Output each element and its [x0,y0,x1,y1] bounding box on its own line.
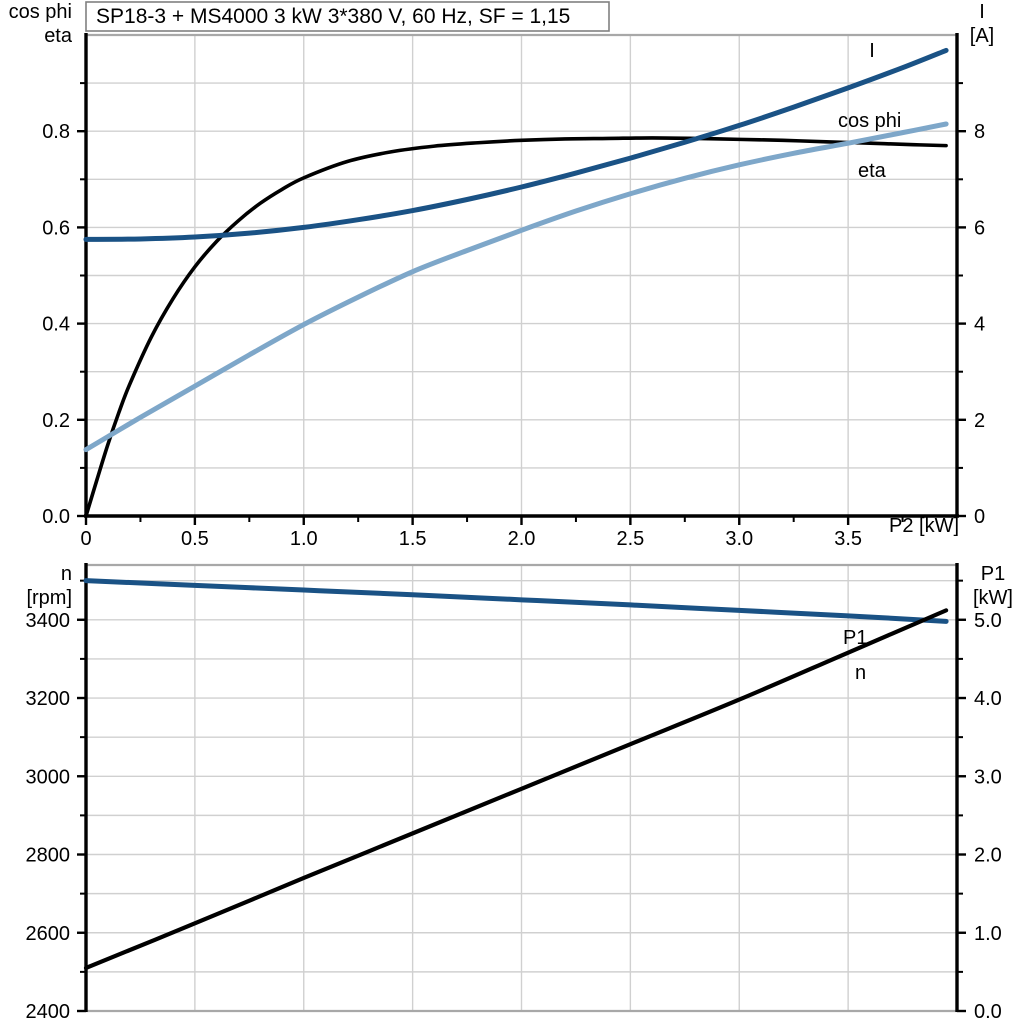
top-right-tick-label: 0 [974,506,985,528]
bottom-left-tick-label: 3200 [26,688,71,710]
bottom-chart-ticks [77,579,966,1013]
top-x-tick-label: 3.5 [834,528,862,550]
top-left-tick-label: 0.4 [42,314,70,336]
top-left-tick-label: 0.6 [42,217,70,239]
cos-phi-curve-label: cos phi [838,110,901,132]
top-left-tick-label: 0.2 [42,410,70,432]
top-x-tick-label: 0.5 [181,528,209,550]
bottom-chart-tick-labels: 2400 2600 2800 3000 3200 3400 0.0 1.0 2.0 3.0 4.0 5… [26,610,1002,1023]
bottom-left-tick-label: 3000 [26,766,71,788]
top-left-tick-label: 0.8 [42,121,70,143]
top-chart-tick-labels: 0.0 0.2 0.4 0.6 0.8 0 2 4 6 8 0 0.5 1.0 1.5 2.0 2.5 3.0 3… [42,121,985,550]
top-chart: 0.0 0.2 0.4 0.6 0.8 0 2 4 6 8 0 0.5 1.0 1.5 2.0 2.5 3.0 3… [9,1,995,550]
top-right-axis-title-line2: [A] [970,25,994,47]
bottom-right-tick-label: 3.0 [974,766,1002,788]
top-right-tick-label: 2 [974,410,985,432]
top-right-tick-label: 8 [974,121,985,143]
top-left-axis-title-line2: eta [44,25,73,47]
bottom-right-tick-label: 4.0 [974,688,1002,710]
eta-curve-label: eta [858,160,887,182]
bottom-chart-gridlines [86,565,957,1011]
bottom-right-tick-label: 0.0 [974,1001,1002,1023]
eta-curve [84,136,948,518]
bottom-right-axis-title-line1: P1 [981,563,1005,585]
speed-curve-label: n [855,662,866,684]
bottom-chart: 2400 2600 2800 3000 3200 3400 0.0 1.0 2.0 3.0 4.0 5… [26,563,1013,1023]
bottom-right-tick-label: 5.0 [974,610,1002,632]
bottom-right-tick-label: 2.0 [974,845,1002,867]
bottom-left-tick-label: 2800 [26,845,71,867]
top-x-tick-label: 1.0 [290,528,318,550]
bottom-left-axis-title-line1: n [61,563,72,585]
bottom-left-tick-label: 2400 [26,1001,71,1023]
top-right-axis-title-line1: I [979,1,985,23]
top-chart-ticks [77,82,966,525]
power-curve-label: P1 [843,627,867,649]
bottom-right-tick-label: 1.0 [974,923,1002,945]
bottom-left-axis-title-line2: [rpm] [26,587,72,609]
title-box-text: SP18-3 + MS4000 3 kW 3*380 V, 60 Hz, SF … [96,5,570,28]
top-right-tick-label: 6 [974,217,985,239]
top-x-tick-label: 2.5 [616,528,644,550]
bottom-right-axis-title-line2: [kW] [973,587,1013,609]
top-chart-gridlines [86,35,957,516]
title-box [85,1,610,32]
top-left-tick-label: 0.0 [42,506,70,528]
top-x-tick-label: 2.0 [508,528,536,550]
top-x-tick-label: 0 [80,528,91,550]
top-right-tick-label: 4 [974,314,985,336]
top-x-tick-label: 1.5 [399,528,427,550]
power-curve [83,608,949,971]
cos-phi-curve [83,121,949,453]
current-curve [83,47,949,242]
top-left-axis-title-line1: cos phi [9,1,72,23]
top-x-axis-title: P2 [kW] [889,515,959,537]
bottom-left-tick-label: 2600 [26,923,71,945]
bottom-left-tick-label: 3400 [26,610,71,632]
top-x-tick-label: 3.0 [725,528,753,550]
current-curve-label: I [869,40,875,62]
speed-curve [83,578,949,624]
